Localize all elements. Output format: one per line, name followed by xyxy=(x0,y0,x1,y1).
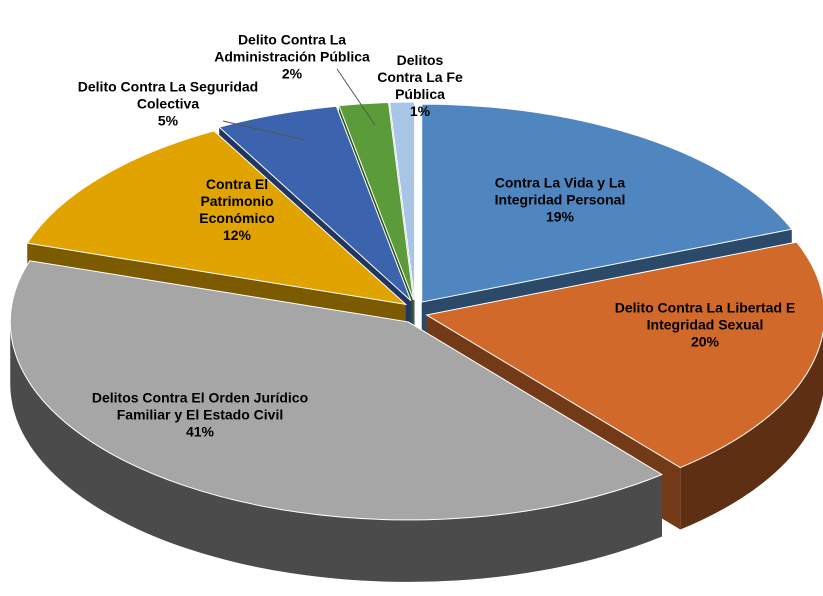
value-label: 20% xyxy=(690,333,720,350)
category-label: Delitos Contra La Fe Pública xyxy=(377,52,463,102)
slice-label: Delito Contra La Libertad E Integridad S… xyxy=(590,300,820,351)
category-label: Delito Contra La Administración Pública xyxy=(214,31,370,65)
value-label: 1% xyxy=(409,103,431,119)
category-label: Contra La Vida y La Integridad Personal xyxy=(494,174,626,208)
slice xyxy=(26,130,408,306)
slice-label: Delito Contra La Administración Pública 2… xyxy=(212,32,372,83)
value-label: 5% xyxy=(157,112,179,129)
slice xyxy=(425,241,823,469)
value-label: 2% xyxy=(281,65,303,82)
value-label: 41% xyxy=(185,423,215,440)
slice-label: Delito Contra La Seguridad Colectiva 5% xyxy=(73,79,263,130)
value-label: 12% xyxy=(222,227,252,243)
slice-label: Delitos Contra El Orden Jurídico Familia… xyxy=(70,390,330,441)
slice xyxy=(421,103,793,303)
category-label: Delitos Contra El Orden Jurídico Familia… xyxy=(91,389,309,423)
category-label: Delito Contra La Libertad E Integridad S… xyxy=(614,299,796,333)
slice-label: Contra La Vida y La Integridad Personal 1… xyxy=(460,175,660,226)
slice-label: Delitos Contra La Fe Pública 1% xyxy=(375,52,465,120)
value-label: 19% xyxy=(545,208,575,225)
leader-line xyxy=(336,68,376,126)
leader-line xyxy=(222,120,306,141)
category-label: Delito Contra La Seguridad Colectiva xyxy=(77,78,259,112)
slice-wall xyxy=(10,321,662,582)
slice xyxy=(9,260,664,521)
slice xyxy=(338,101,414,301)
slice xyxy=(218,105,412,302)
category-label: Contra El Patrimonio Económico xyxy=(199,176,275,226)
slice-label: Contra El Patrimonio Económico 12% xyxy=(172,176,302,244)
slice-wall xyxy=(680,332,823,530)
slice xyxy=(389,101,416,301)
